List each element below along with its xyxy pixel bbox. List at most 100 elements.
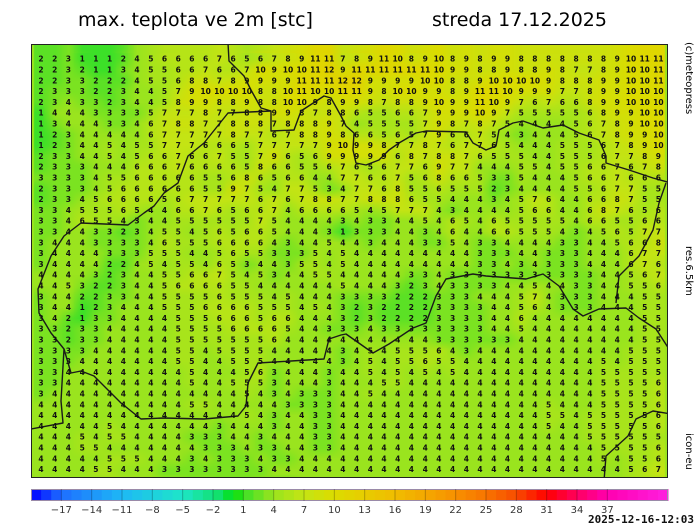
grid-value: 7 [189, 141, 194, 150]
grid-value: 9 [601, 87, 606, 96]
grid-value: 6 [436, 346, 441, 355]
grid-value: 4 [148, 228, 153, 237]
grid-value: 4 [244, 271, 249, 280]
grid-value: 4 [354, 120, 359, 129]
grid-value: 3 [395, 325, 400, 334]
grid-value: 4 [80, 141, 85, 150]
grid-value: 5 [313, 271, 318, 280]
grid-value: 8 [409, 55, 414, 64]
grid-value: 4 [285, 282, 290, 291]
grid-value: 5 [244, 152, 249, 161]
grid-value: 7 [368, 184, 373, 193]
grid-value: 8 [628, 141, 633, 150]
grid-value: 5 [134, 152, 139, 161]
grid-value: 5 [244, 368, 249, 377]
grid-value: 8 [587, 55, 592, 64]
grid-value: 11 [475, 87, 485, 96]
grid-value: 3 [38, 303, 43, 312]
grid-value: 2 [52, 76, 57, 85]
grid-value: 5 [519, 228, 524, 237]
grid-value: 3 [66, 87, 71, 96]
grid-value: 4 [299, 379, 304, 388]
grid-value: 5 [230, 379, 235, 388]
grid-value: 3 [573, 238, 578, 247]
grid-value: 8 [258, 98, 263, 107]
grid-value: 5 [560, 141, 565, 150]
grid-value: 5 [148, 76, 153, 85]
grid-value: 4 [313, 346, 318, 355]
grid-value: 3 [436, 336, 441, 345]
grid-value: 5 [368, 163, 373, 172]
grid-value: 4 [450, 249, 455, 258]
grid-value: 9 [244, 98, 249, 107]
grid-value: 5 [176, 228, 181, 237]
grid-value: 4 [38, 411, 43, 420]
grid-value: 6 [601, 174, 606, 183]
grid-value: 6 [189, 282, 194, 291]
grid-value: 6 [217, 282, 222, 291]
grid-value: 5 [409, 184, 414, 193]
grid-value: 2 [121, 228, 126, 237]
grid-value: 7 [656, 271, 661, 280]
grid-value: 7 [258, 217, 263, 226]
grid-value: 7 [272, 195, 277, 204]
colorbar-segment [496, 489, 507, 501]
grid-value: 3 [230, 454, 235, 463]
grid-value: 3 [464, 314, 469, 323]
grid-value: 6 [587, 120, 592, 129]
grid-value: 2 [38, 87, 43, 96]
grid-value: 4 [560, 325, 565, 334]
grid-value: 4 [587, 400, 592, 409]
grid-value: 4 [162, 336, 167, 345]
grid-value: 4 [464, 195, 469, 204]
grid-value: 4 [299, 411, 304, 420]
grid-value: 6 [176, 66, 181, 75]
grid-value: 2 [80, 292, 85, 301]
grid-value: 5 [656, 195, 661, 204]
grid-value: 5 [189, 368, 194, 377]
grid-value: 10 [242, 87, 252, 96]
grid-value: 4 [148, 98, 153, 107]
grid-value: 6 [656, 206, 661, 215]
grid-value: 4 [505, 411, 510, 420]
grid-value: 4 [491, 422, 496, 431]
grid-value: 2 [38, 184, 43, 193]
colorbar-segment [546, 489, 558, 501]
grid-value: 4 [38, 282, 43, 291]
grid-value: 4 [587, 390, 592, 399]
grid-value: 4 [546, 141, 551, 150]
grid-value: 5 [615, 411, 620, 420]
colorbar-segment [111, 489, 123, 501]
grid-value: 5 [656, 357, 661, 366]
grid-value: 3 [66, 346, 71, 355]
grid-value: 7 [642, 163, 647, 172]
grid-value: 3 [560, 303, 565, 312]
grid-value: 4 [615, 271, 620, 280]
grid-value: 9 [272, 76, 277, 85]
grid-value: 4 [532, 314, 537, 323]
grid-value: 4 [285, 379, 290, 388]
grid-value: 2 [121, 55, 126, 64]
grid-value: 2 [409, 303, 414, 312]
grid-value: 6 [203, 163, 208, 172]
grid-value: 4 [134, 98, 139, 107]
grid-value: 6 [258, 238, 263, 247]
grid-value: 4 [148, 411, 153, 420]
grid-value: 7 [176, 141, 181, 150]
grid-value: 4 [66, 411, 71, 420]
grid-value: 4 [532, 141, 537, 150]
grid-value: 4 [80, 195, 85, 204]
grid-value: 4 [203, 346, 208, 355]
grid-value: 11 [296, 76, 306, 85]
grid-value: 7 [230, 109, 235, 118]
grid-value: 5 [409, 357, 414, 366]
grid-value: 5 [189, 260, 194, 269]
grid-value: 4 [340, 465, 345, 474]
grid-value: 5 [450, 184, 455, 193]
grid-value: 4 [615, 465, 620, 474]
grid-value: 5 [573, 163, 578, 172]
grid-value: 4 [354, 368, 359, 377]
grid-value: 4 [381, 282, 386, 291]
grid-value: 3 [189, 433, 194, 442]
grid-value: 3 [93, 271, 98, 280]
